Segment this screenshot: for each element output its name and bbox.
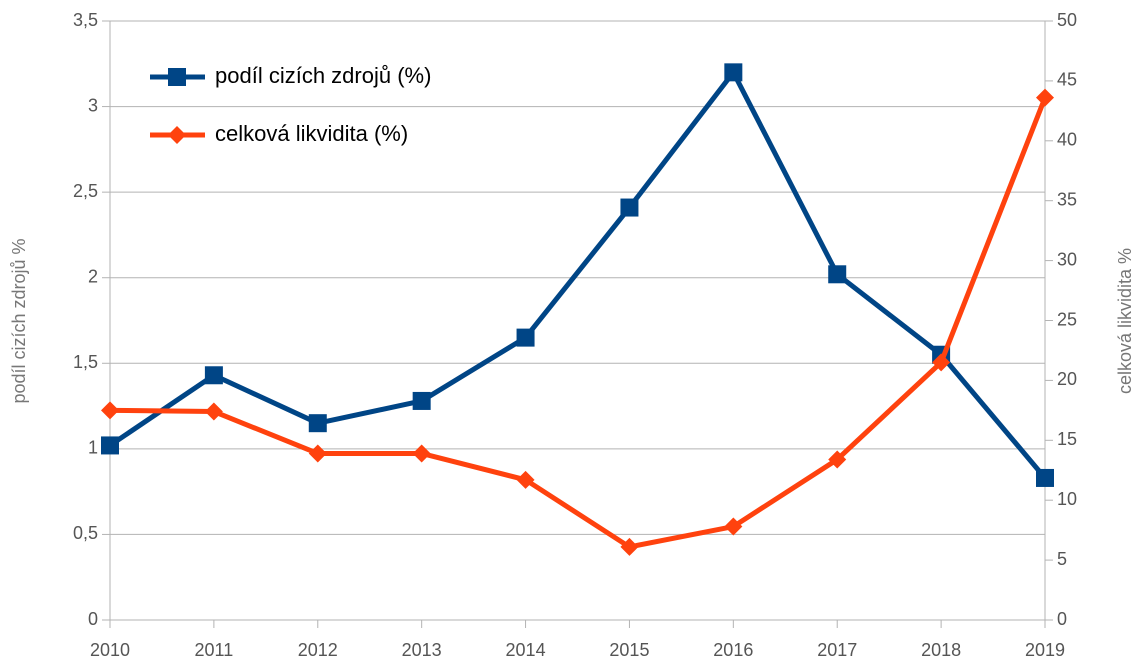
x-tick-label: 2010	[90, 640, 130, 660]
y-tick-label: 1	[88, 438, 98, 458]
marker	[724, 517, 743, 536]
x-tick-label: 2011	[195, 640, 234, 660]
y2-tick-label: 45	[1057, 70, 1077, 90]
marker	[828, 265, 847, 284]
y2-tick-label: 50	[1057, 10, 1077, 30]
x-tick-label: 2017	[817, 640, 857, 660]
y-axis-title: podíl cizích zdrojů %	[9, 238, 29, 403]
series-line	[109, 96, 1048, 550]
x-tick-label: 2012	[298, 640, 338, 660]
marker	[516, 328, 535, 347]
marker	[204, 402, 223, 421]
legend-label: podíl cizích zdrojů (%)	[215, 63, 431, 88]
marker	[1036, 468, 1054, 487]
y2-tick-label: 15	[1057, 429, 1077, 449]
y-tick-label: 0,5	[73, 523, 98, 543]
marker	[308, 444, 327, 463]
y-tick-label: 2	[88, 266, 98, 286]
y-tick-label: 0	[88, 609, 98, 629]
marker	[412, 391, 431, 410]
x-tick-label: 2013	[402, 640, 442, 660]
marker	[620, 198, 639, 217]
y-tick-label: 1,5	[73, 352, 98, 372]
y2-tick-label: 40	[1057, 130, 1077, 150]
x-tick-label: 2016	[713, 640, 753, 660]
x-tick-label: 2019	[1025, 640, 1065, 660]
marker	[412, 444, 431, 463]
marker	[828, 450, 847, 469]
y-tick-label: 2,5	[73, 181, 98, 201]
y2-tick-label: 35	[1057, 189, 1077, 209]
legend-label: celková likvidita (%)	[215, 121, 408, 146]
marker	[168, 68, 186, 86]
y2-axis-title: celková likvidita %	[1115, 248, 1135, 394]
x-tick-label: 2014	[506, 640, 546, 660]
x-tick-label: 2015	[609, 640, 649, 660]
marker	[724, 63, 743, 82]
marker	[308, 414, 327, 433]
marker	[1036, 88, 1054, 107]
y2-tick-label: 10	[1057, 489, 1077, 509]
marker	[204, 366, 223, 385]
x-tick-label: 2018	[921, 640, 961, 660]
y2-tick-label: 25	[1057, 309, 1077, 329]
marker	[101, 436, 119, 455]
y-tick-label: 3,5	[73, 10, 98, 30]
marker	[516, 470, 535, 489]
y2-tick-label: 0	[1057, 609, 1067, 629]
marker	[101, 401, 119, 420]
marker	[932, 353, 951, 372]
y2-tick-label: 30	[1057, 249, 1077, 269]
y2-tick-label: 20	[1057, 369, 1077, 389]
y2-tick-label: 5	[1057, 549, 1067, 569]
marker	[168, 126, 186, 144]
y-tick-label: 3	[88, 95, 98, 115]
series-line	[108, 69, 1047, 480]
marker	[620, 537, 639, 556]
